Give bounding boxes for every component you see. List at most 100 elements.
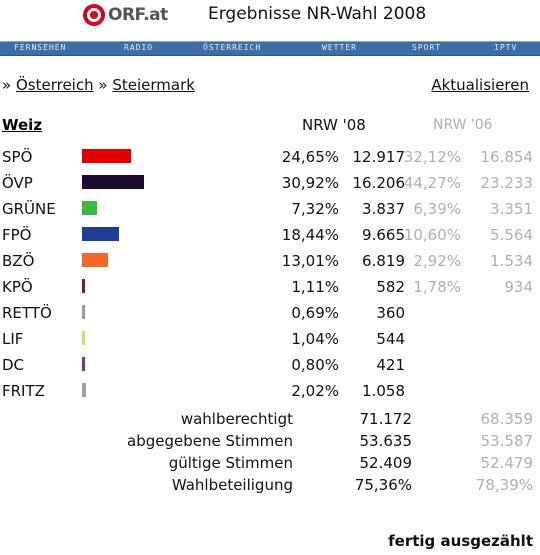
party-votes-current: 360 (376, 304, 405, 322)
breadcrumb: » Österreich » Steiermark (2, 76, 195, 94)
party-row: FRITZ 2,02% 1.058 (0, 382, 540, 404)
party-bar (82, 357, 85, 371)
orf-logo-text: ORF.at (108, 5, 168, 25)
party-votes-current: 582 (376, 278, 405, 296)
summary-label: gültige Stimmen (168, 454, 293, 472)
summary-value-current: 52.409 (359, 454, 413, 472)
summary-value-current: 53.635 (359, 432, 413, 450)
party-bar (82, 383, 86, 397)
party-votes-previous: 16.854 (480, 148, 534, 166)
party-percent-previous: 44,27% (403, 174, 461, 192)
status-text: fertig ausgezählt (388, 532, 533, 550)
party-bar (82, 227, 119, 241)
party-votes-current: 544 (376, 330, 405, 348)
party-row: BZÖ 13,01% 6.819 2,92% 1.534 (0, 252, 540, 274)
summary-row: abgegebene Stimmen 53.635 53.587 (0, 432, 540, 454)
party-name: SPÖ (2, 148, 33, 166)
party-name: DC (2, 356, 25, 374)
summary-label: abgegebene Stimmen (127, 432, 293, 450)
party-percent-previous: 32,12% (403, 148, 461, 166)
party-votes-previous: 5.564 (490, 226, 533, 244)
summary-label: Wahlbeteiligung (171, 476, 293, 494)
nav-bar: FERNSEHEN RADIO ÖSTERREICH WETTER SPORT … (0, 41, 540, 56)
nav-item-radio[interactable]: RADIO (124, 43, 154, 52)
page-title: Ergebnisse NR-Wahl 2008 (208, 4, 427, 24)
party-percent-current: 0,69% (291, 304, 339, 322)
party-percent-previous: 10,60% (403, 226, 461, 244)
summary-label: wahlberechtigt (180, 410, 293, 428)
party-votes-previous: 934 (504, 278, 533, 296)
summary-row: gültige Stimmen 52.409 52.479 (0, 454, 540, 476)
party-row: FPÖ 18,44% 9.665 10,60% 5.564 (0, 226, 540, 248)
summary-value-current: 75,36% (354, 476, 412, 494)
party-percent-previous: 2,92% (413, 252, 461, 270)
party-votes-current: 16.206 (352, 174, 406, 192)
party-percent-current: 13,01% (281, 252, 339, 270)
party-row: SPÖ 24,65% 12.917 32,12% 16.854 (0, 148, 540, 170)
party-row: KPÖ 1,11% 582 1,78% 934 (0, 278, 540, 300)
party-bar (82, 279, 85, 293)
party-name: ÖVP (2, 174, 33, 192)
party-bar (82, 175, 144, 189)
party-percent-current: 30,92% (281, 174, 339, 192)
party-row: ÖVP 30,92% 16.206 44,27% 23.233 (0, 174, 540, 196)
party-percent-current: 18,44% (281, 226, 339, 244)
party-name: KPÖ (2, 278, 33, 296)
orf-logo-icon (83, 4, 105, 26)
party-name: FPÖ (2, 226, 32, 244)
summary-row: wahlberechtigt 71.172 68.359 (0, 410, 540, 432)
party-percent-current: 1,11% (291, 278, 339, 296)
party-percent-previous: 6,39% (413, 200, 461, 218)
summary-value-previous: 53.587 (480, 432, 534, 450)
party-votes-current: 3.837 (362, 200, 405, 218)
party-percent-current: 0,80% (291, 356, 339, 374)
party-votes-current: 9.665 (362, 226, 405, 244)
party-percent-previous: 1,78% (413, 278, 461, 296)
district-title: Weiz (2, 116, 43, 134)
party-bar (82, 149, 131, 163)
nav-item-oesterreich[interactable]: ÖSTERREICH (203, 43, 262, 52)
party-percent-current: 1,04% (291, 330, 339, 348)
party-row: DC 0,80% 421 (0, 356, 540, 378)
party-bar (82, 331, 85, 345)
summary-value-current: 71.172 (359, 410, 413, 428)
column-header-current: NRW '08 (302, 116, 366, 134)
summary-value-previous: 52.479 (480, 454, 534, 472)
party-bar (82, 305, 85, 319)
party-percent-current: 7,32% (291, 200, 339, 218)
party-votes-current: 421 (376, 356, 405, 374)
party-percent-current: 2,02% (291, 382, 339, 400)
party-name: BZÖ (2, 252, 35, 270)
party-votes-previous: 1.534 (490, 252, 533, 270)
party-name: LIF (2, 330, 24, 348)
party-votes-current: 6.819 (362, 252, 405, 270)
summary-value-previous: 78,39% (475, 476, 533, 494)
party-votes-current: 12.917 (352, 148, 406, 166)
party-bar (82, 253, 108, 267)
breadcrumb-separator: » (98, 76, 108, 94)
party-votes-current: 1.058 (362, 382, 405, 400)
nav-item-fernsehen[interactable]: FERNSEHEN (14, 43, 67, 52)
party-row: GRÜNE 7,32% 3.837 6,39% 3.351 (0, 200, 540, 222)
breadcrumb-separator: » (2, 76, 12, 94)
party-votes-previous: 23.233 (480, 174, 534, 192)
breadcrumb-link-steiermark[interactable]: Steiermark (112, 76, 195, 94)
party-name: RETTÖ (2, 304, 52, 322)
breadcrumb-link-oesterreich[interactable]: Österreich (15, 76, 94, 94)
column-header-previous: NRW '06 (433, 117, 493, 133)
header: ORF.at Ergebnisse NR-Wahl 2008 (0, 0, 540, 40)
party-percent-current: 24,65% (281, 148, 339, 166)
nav-item-wetter[interactable]: WETTER (322, 43, 357, 52)
party-name: FRITZ (2, 382, 45, 400)
orf-logo[interactable]: ORF.at (83, 4, 168, 26)
refresh-link[interactable]: Aktualisieren (431, 76, 529, 94)
party-bar (82, 201, 97, 215)
party-name: GRÜNE (2, 200, 56, 218)
nav-item-sport[interactable]: SPORT (412, 43, 442, 52)
nav-item-iptv[interactable]: IPTV (494, 43, 518, 52)
party-row: LIF 1,04% 544 (0, 330, 540, 352)
party-row: RETTÖ 0,69% 360 (0, 304, 540, 326)
summary-row: Wahlbeteiligung 75,36% 78,39% (0, 476, 540, 498)
summary-value-previous: 68.359 (480, 410, 534, 428)
party-votes-previous: 3.351 (490, 200, 533, 218)
